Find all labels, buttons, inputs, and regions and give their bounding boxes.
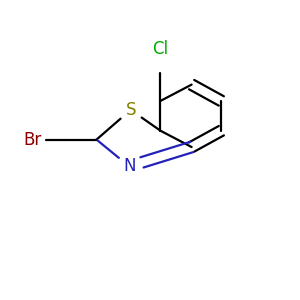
Text: Cl: Cl bbox=[152, 40, 169, 58]
Text: N: N bbox=[123, 157, 135, 175]
Text: Br: Br bbox=[23, 130, 42, 148]
Text: S: S bbox=[125, 101, 136, 119]
